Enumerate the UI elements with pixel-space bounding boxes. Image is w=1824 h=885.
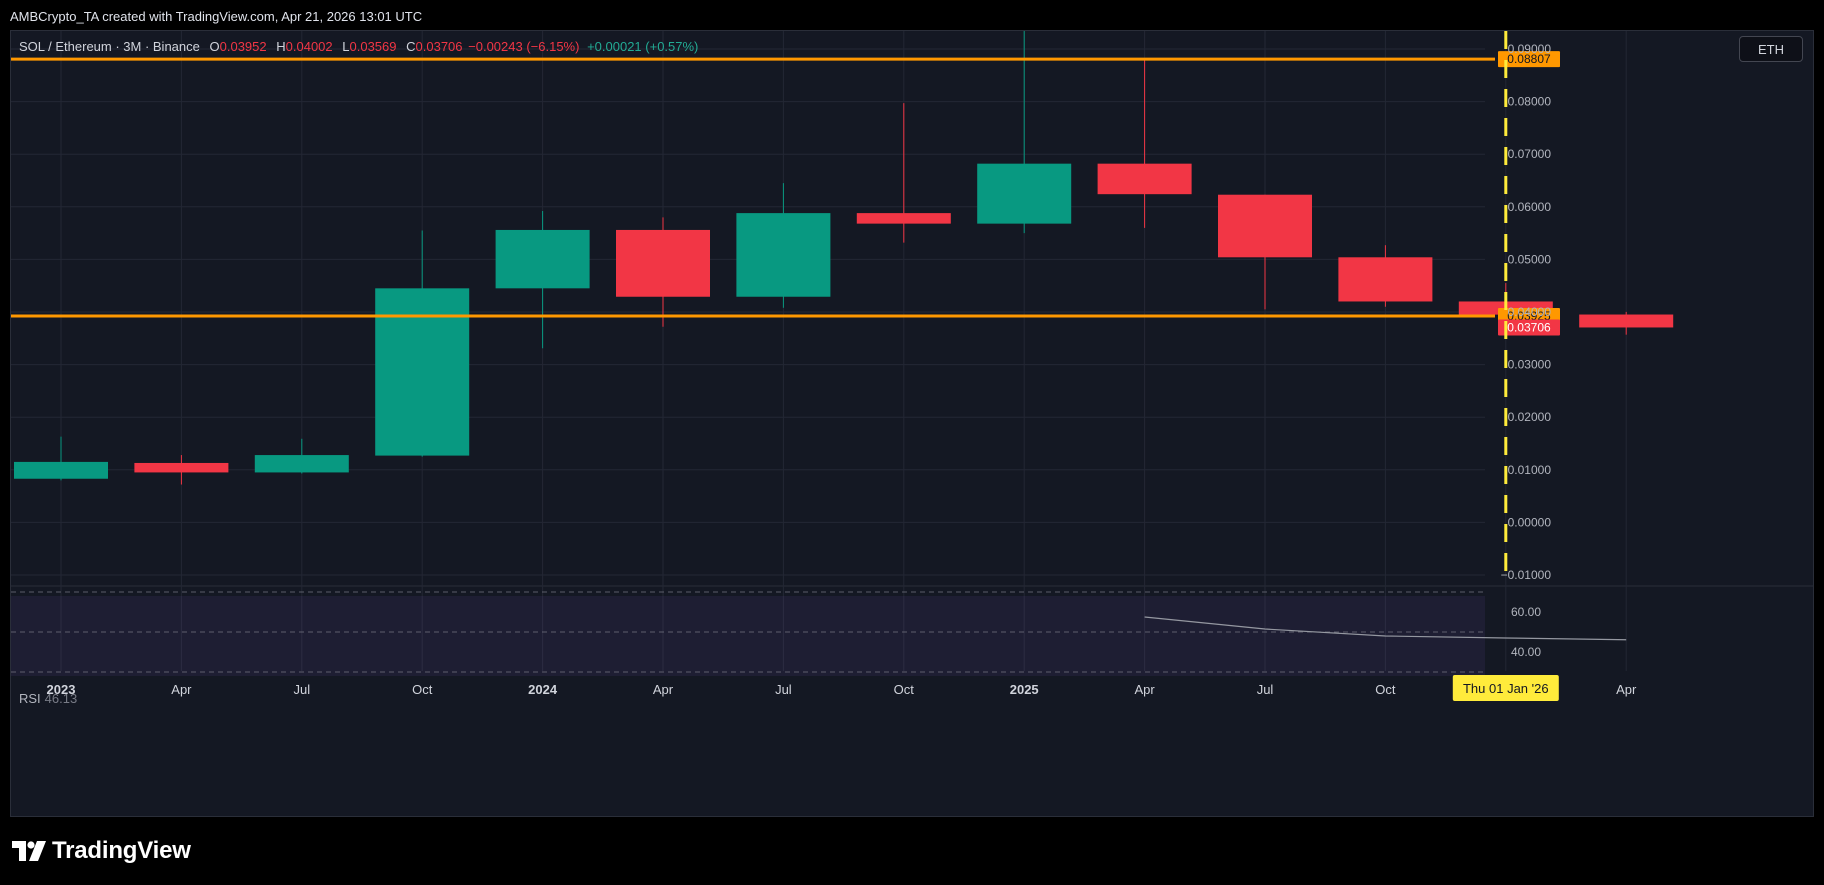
candle-2025-q3 — [1218, 194, 1312, 310]
rsi-tick-label: 40.00 — [1511, 645, 1541, 659]
low-value: 0.03569 — [349, 39, 397, 54]
chart-attribution: AMBCrypto_TA created with TradingView.co… — [10, 9, 423, 24]
x-tick-label: Oct — [894, 682, 915, 697]
tradingview-logo[interactable]: TradingView — [12, 836, 191, 866]
candle-2024-q3 — [736, 183, 831, 308]
x-tick-label: Apr — [1134, 682, 1155, 697]
high-label: H — [276, 39, 286, 54]
rsi-label: RSI — [19, 691, 41, 706]
y-tick-label: 0.06000 — [1508, 200, 1552, 214]
last-price-label: 0.03706 — [1507, 320, 1551, 334]
rsi-pane — [11, 591, 1627, 676]
high-value: 0.04002 — [285, 39, 333, 54]
extra-change-value: +0.00021 (+0.57%) — [587, 39, 699, 54]
rsi-value: 46.13 — [44, 691, 78, 706]
candle-2024-q2 — [616, 217, 710, 327]
candle-2025-q2 — [1097, 59, 1192, 228]
candle-body — [1338, 257, 1433, 302]
rsi-legend[interactable]: RSI 46.13 — [19, 691, 77, 706]
candle-body — [254, 455, 349, 473]
change-value: −0.00243 (−6.15%) — [468, 39, 580, 54]
low-label: L — [342, 39, 350, 54]
close-value: 0.03706 — [415, 39, 463, 54]
close-label: C — [406, 39, 416, 54]
x-tick-label: Apr — [171, 682, 192, 697]
date-marker-tag — [1452, 675, 1559, 701]
chart-frame[interactable]: 0.08807 0.03925 0.03706 0.09000 0.08000 0.07… — [10, 30, 1814, 817]
x-tick-label: Oct — [1375, 682, 1396, 697]
x-tick-label: Jul — [293, 682, 310, 697]
last-price-tag — [1498, 319, 1560, 336]
rsi-tick-label: 60.00 — [1511, 605, 1541, 619]
level-price-tag — [1498, 51, 1560, 68]
x-tick-label: Apr — [1616, 682, 1637, 697]
x-tick-label: Oct — [412, 682, 433, 697]
candles-layer — [14, 31, 1674, 485]
x-tick-label: Apr — [653, 682, 674, 697]
candle-2025-q1 — [977, 31, 1072, 234]
level-price-label: 0.08807 — [1507, 52, 1551, 66]
x-tick-label: 2024 — [528, 682, 558, 697]
y-tick-label: 0.08000 — [1508, 95, 1552, 109]
x-tick-label: 2025 — [1010, 682, 1039, 697]
open-label: O — [209, 39, 220, 54]
axes-layer: 0.09000 0.08000 0.07000 0.06000 0.05000 0.040… — [47, 42, 1637, 701]
candle-2024-q1 — [495, 211, 590, 349]
date-marker-label: Thu 01 Jan '26 — [1463, 681, 1549, 696]
x-tick-label: Jul — [1257, 682, 1274, 697]
candle-body — [1097, 163, 1192, 195]
y-tick-label: 0.04000 — [1508, 305, 1552, 319]
y-tick-label: 0.01000 — [1508, 463, 1552, 477]
rsi-band — [11, 596, 1485, 676]
candle-body — [1218, 194, 1312, 258]
y-tick-label: 0.09000 — [1508, 42, 1552, 56]
candle-body — [375, 288, 470, 456]
symbol-legend: SOL / Ethereum · 3M · Binance O0.03952 H… — [19, 39, 700, 54]
currency-button[interactable]: ETH — [1739, 36, 1803, 62]
candle-body — [1579, 314, 1674, 328]
tradingview-logo-text: TradingView — [52, 837, 191, 864]
candle-2023-q2 — [134, 455, 229, 485]
candle-2026-q2 — [1579, 311, 1674, 335]
symbol-title[interactable]: SOL / Ethereum · 3M · Binance — [19, 39, 200, 54]
x-tick-label: 2023 — [47, 682, 76, 697]
candle-2025-q4 — [1338, 245, 1433, 307]
level-price-label: 0.03925 — [1507, 309, 1551, 323]
candle-2024-q4 — [856, 103, 951, 243]
candle-body — [856, 213, 951, 224]
candle-body — [134, 462, 229, 473]
rsi-line — [1144, 616, 1627, 641]
y-tick-label: 0.02000 — [1508, 410, 1552, 424]
y-tick-label: 0.05000 — [1508, 252, 1552, 266]
candle-body — [977, 163, 1072, 224]
candle-2023-q3 — [254, 438, 349, 474]
tradingview-logo-icon — [12, 841, 46, 861]
open-value: 0.03952 — [219, 39, 267, 54]
y-tick-label: 0.07000 — [1508, 147, 1552, 161]
x-tick-label: Jul — [775, 682, 792, 697]
candle-2023-q1 — [14, 436, 108, 481]
candle-body — [495, 229, 590, 289]
candle-2023-q4 — [375, 230, 470, 457]
candle-body — [616, 229, 710, 297]
candle-body — [14, 461, 108, 479]
y-tick-label: −0.01000 — [1501, 568, 1552, 582]
y-tick-label: 0.03000 — [1508, 358, 1552, 372]
candle-body — [736, 213, 831, 297]
y-tick-label: 0.00000 — [1508, 515, 1552, 529]
